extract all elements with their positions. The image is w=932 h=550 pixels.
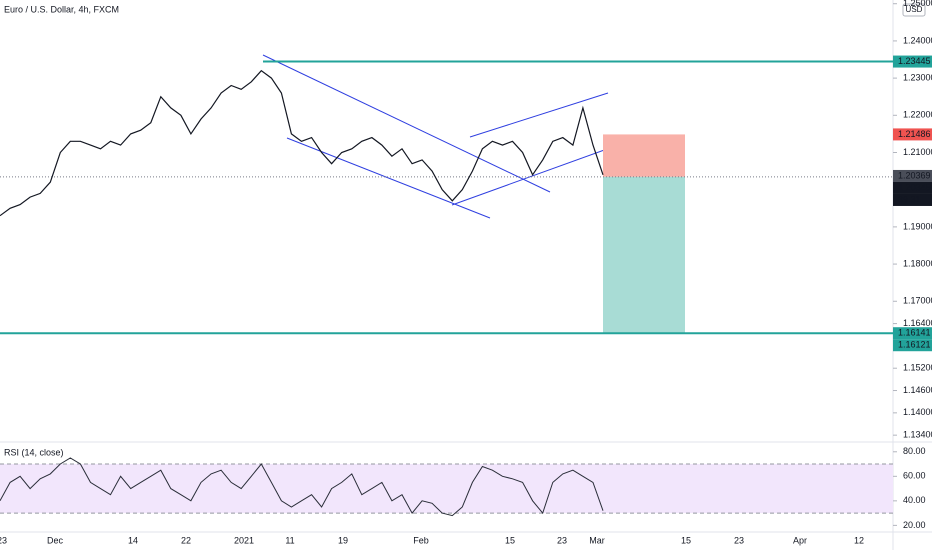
rsi-tick-label: 40.00 [903,495,926,505]
price-line [0,69,604,217]
price-badge [893,339,932,352]
price-badge-label: 1.20345 [898,182,931,192]
price-tick-label: 1.16400 [903,318,932,328]
price-tick-label: 1.18000 [903,258,932,268]
currency: USD [906,5,923,14]
time-label: 12 [854,535,864,545]
price-badge [893,181,932,194]
price-tick-label: 1.17000 [903,296,932,306]
time-label: Mar [589,535,605,545]
channel-line [451,139,633,206]
drawings [262,54,633,219]
price-tick-label: 1.15200 [903,363,932,373]
time-label: Dec [47,535,64,545]
rsi-tick-label: 20.00 [903,520,926,530]
price-tick-label: 1.24000 [903,35,932,45]
price-badge-label: 1.16121 [898,340,931,350]
time-label: 23 [0,535,7,545]
time-label: 22 [181,535,191,545]
stop-zone [603,134,685,177]
channel-line [469,92,609,138]
time-label: Feb [413,535,429,545]
price-tick-label: 1.25000 [903,0,932,8]
price-tick-label: 1.19000 [903,221,932,231]
rsi-tick-label: 60.00 [903,471,926,481]
price-badge-label: 1.23445 [898,56,931,66]
price-badge [893,128,932,141]
price-tick-label: 1.23000 [903,72,932,82]
price-badge-label: 1.16141 [898,328,931,338]
time-label: 15 [681,535,691,545]
time-label: 23 [557,535,567,545]
price-tick-label: 1.21000 [903,147,932,157]
price-tick-label: 1.14000 [903,407,932,417]
countdown-badge [893,193,932,206]
currency-badge [902,3,926,17]
rsi-title: RSI (14, close) [4,447,64,457]
price-badge [893,169,932,182]
rsi-tick-label: 80.00 [903,446,926,456]
time-label: Apr [793,535,807,545]
price-tick-label: 1.13400 [903,430,932,440]
target-zone [603,176,685,334]
price-badge [893,327,932,340]
rsi-line [0,457,604,517]
price-badge [893,55,932,68]
price-tick-label: 1.14600 [903,385,932,395]
price-tick-label: 1.22000 [903,110,932,120]
price-badge-label: 1.21486 [898,129,931,139]
rsi-band [0,464,893,514]
price-badge-label: 1.20369 [898,170,931,180]
time-label: 2021 [234,535,254,545]
chart-title: Euro / U.S. Dollar, 4h, FXCM [4,4,119,14]
time-label: 19 [338,535,348,545]
countdown: 39:31 [898,194,921,204]
time-label: 14 [128,535,138,545]
time-label: 15 [505,535,515,545]
channel-line [262,54,551,193]
time-label: 11 [285,535,294,545]
time-label: 23 [734,535,744,545]
